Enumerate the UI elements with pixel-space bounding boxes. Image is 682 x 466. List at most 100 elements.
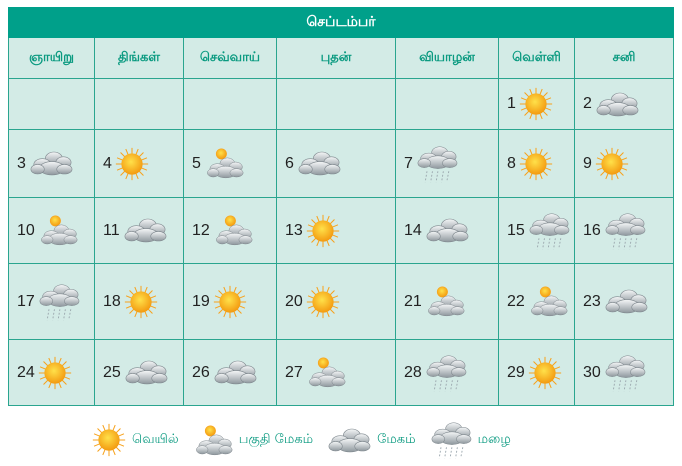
sunny-icon <box>38 355 72 390</box>
day-cell: 7 <box>395 129 499 198</box>
day-cell: 27 <box>276 339 396 406</box>
week-row: 10 11 12 13 14 15 16 <box>8 197 674 264</box>
day-cell: 28 <box>395 339 499 406</box>
day-number: 10 <box>17 221 35 239</box>
sunny-icon <box>519 146 553 181</box>
day-number: 9 <box>583 154 592 172</box>
day-number: 5 <box>192 154 201 172</box>
legend: வெயில் பகுதி மேகம் மேகம் மழை <box>92 420 519 460</box>
day-number: 4 <box>103 154 112 172</box>
rain-icon <box>430 420 472 460</box>
day-number: 2 <box>583 95 592 112</box>
weekday-header: வெள்ளி <box>498 37 575 79</box>
calendar-table: செப்டம்பர் ஞாயிறு திங்கள் செவ்வாய் புதன் விய… <box>8 7 674 406</box>
day-cell: 24 <box>8 339 95 406</box>
empty-cell <box>8 78 95 130</box>
cloudy-icon <box>214 360 257 385</box>
day-cell: 4 <box>94 129 184 198</box>
day-number: 3 <box>17 154 26 172</box>
day-number: 27 <box>285 363 303 381</box>
partly-cloudy-icon <box>213 213 253 248</box>
day-cell: 11 <box>94 197 184 264</box>
cloudy-icon <box>596 92 639 116</box>
day-cell: 23 <box>574 263 674 340</box>
day-cell: 8 <box>498 129 575 198</box>
day-cell: 3 <box>8 129 95 198</box>
sunny-icon <box>306 213 340 248</box>
sunny-icon <box>115 146 149 181</box>
rain-icon <box>416 144 458 184</box>
partly-cloudy-icon <box>425 284 465 319</box>
cloudy-icon <box>125 360 168 385</box>
sunny-icon <box>213 284 247 319</box>
day-cell: 14 <box>395 197 499 264</box>
day-number: 22 <box>507 292 525 310</box>
sunny-icon <box>124 284 158 319</box>
legend-label: மேகம் <box>377 432 416 447</box>
day-number: 13 <box>285 221 303 239</box>
day-number: 15 <box>507 221 525 239</box>
day-number: 20 <box>285 292 303 310</box>
partly-cloudy-icon <box>38 213 78 248</box>
sunny-icon <box>92 423 126 457</box>
legend-label: வெயில் <box>132 432 179 447</box>
day-number: 8 <box>507 154 516 172</box>
rain-icon <box>604 211 646 251</box>
day-cell: 6 <box>276 129 396 198</box>
day-number: 21 <box>404 292 422 310</box>
day-cell: 19 <box>183 263 277 340</box>
day-number: 19 <box>192 292 210 310</box>
day-cell: 29 <box>498 339 575 406</box>
week-row: 17 18 19 20 21 22 23 <box>8 263 674 340</box>
day-cell: 21 <box>395 263 499 340</box>
day-number: 30 <box>583 363 601 381</box>
day-cell: 20 <box>276 263 396 340</box>
weekday-header: திங்கள் <box>94 37 184 79</box>
day-number: 17 <box>17 292 35 310</box>
day-cell: 1 <box>498 78 575 130</box>
day-number: 16 <box>583 221 601 239</box>
week-row: 24 25 26 27 28 29 30 <box>8 339 674 406</box>
day-number: 24 <box>17 363 35 381</box>
day-cell: 16 <box>574 197 674 264</box>
day-cell: 30 <box>574 339 674 406</box>
empty-cell <box>183 78 277 130</box>
day-cell: 12 <box>183 197 277 264</box>
empty-cell <box>395 78 499 130</box>
day-number: 25 <box>103 363 121 381</box>
day-number: 12 <box>192 221 210 239</box>
rain-icon <box>604 353 646 393</box>
day-number: 26 <box>192 363 210 381</box>
day-number: 7 <box>404 154 413 172</box>
day-number: 14 <box>404 221 422 239</box>
week-row: 3 4 5 6 7 8 9 <box>8 129 674 198</box>
day-cell: 25 <box>94 339 184 406</box>
rain-icon <box>38 282 80 322</box>
partly-cloudy-icon <box>193 423 233 458</box>
empty-cell <box>276 78 396 130</box>
day-number: 18 <box>103 292 121 310</box>
day-number: 11 <box>103 221 120 239</box>
sunny-icon <box>306 284 340 319</box>
sunny-icon <box>519 87 553 121</box>
day-number: 28 <box>404 363 422 381</box>
day-cell: 13 <box>276 197 396 264</box>
day-cell: 9 <box>574 129 674 198</box>
partly-cloudy-icon <box>204 146 244 181</box>
partly-cloudy-icon <box>528 284 568 319</box>
day-number: 6 <box>285 154 294 172</box>
day-number: 29 <box>507 363 525 381</box>
empty-cell <box>94 78 184 130</box>
cloudy-icon <box>328 428 371 452</box>
cloudy-icon <box>30 151 73 176</box>
day-cell: 18 <box>94 263 184 340</box>
weekday-header: புதன் <box>276 37 396 79</box>
day-cell: 26 <box>183 339 277 406</box>
legend-label: மழை <box>477 432 511 447</box>
weekday-header: செவ்வாய் <box>183 37 277 79</box>
cloudy-icon <box>426 218 469 243</box>
day-cell: 5 <box>183 129 277 198</box>
day-cell: 15 <box>498 197 575 264</box>
rain-icon <box>425 353 467 393</box>
